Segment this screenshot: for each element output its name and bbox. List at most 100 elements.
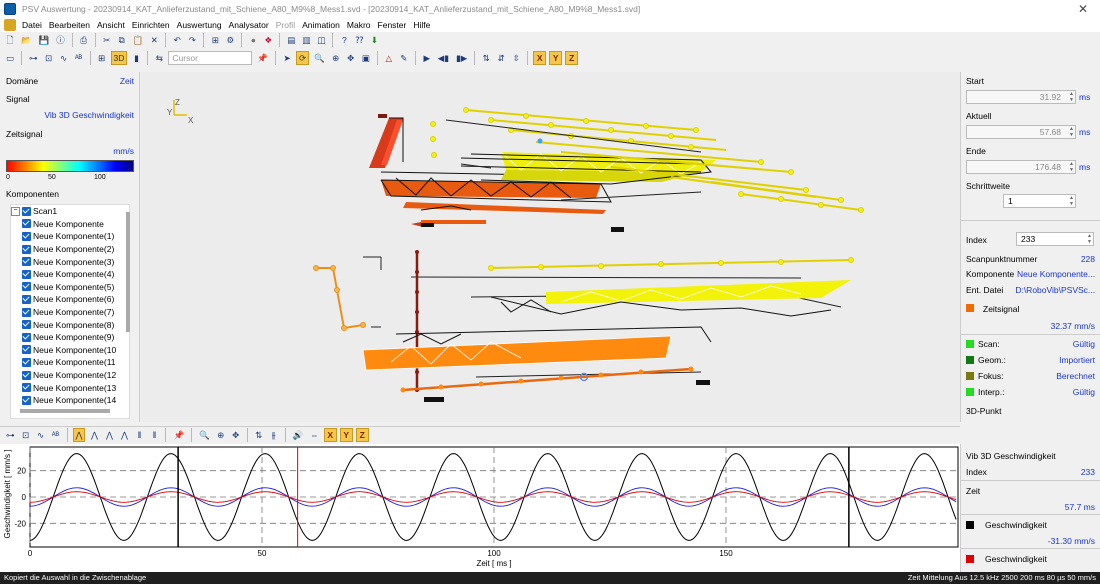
checkbox[interactable] xyxy=(22,332,31,342)
tree-hscrollbar[interactable] xyxy=(20,409,110,413)
view-3d[interactable]: Z Y X xyxy=(141,72,960,422)
tree-item-component[interactable]: Neue Komponente(8) xyxy=(11,318,129,331)
new-icon[interactable]: 🗋 xyxy=(6,35,14,45)
checkbox[interactable] xyxy=(22,345,31,355)
checkbox[interactable] xyxy=(22,219,31,229)
ende-spinbox[interactable]: 176.48 xyxy=(966,160,1076,174)
tree-item-component[interactable]: Neue Komponente(6) xyxy=(11,293,129,306)
rotate-icon[interactable]: ⟳ xyxy=(296,51,310,65)
tree-item-component[interactable]: Neue Komponente(5) xyxy=(11,281,129,294)
menu-datei[interactable]: Datei xyxy=(22,20,42,30)
cut-icon[interactable]: ✂ xyxy=(103,35,111,45)
aktuell-spinbox[interactable]: 57.68 xyxy=(966,125,1076,139)
wave-icon[interactable]: ∿ xyxy=(36,430,45,440)
zoom-area-icon[interactable]: ⊕ xyxy=(217,430,225,440)
help-icon[interactable]: ? xyxy=(342,35,347,45)
menu-einrichten[interactable]: Einrichten xyxy=(131,20,170,30)
selected-point-marker[interactable] xyxy=(537,138,543,144)
view-3d-button[interactable]: 3D xyxy=(110,51,128,65)
chart-axis-z-button[interactable]: Z xyxy=(355,428,369,442)
tree-item-component[interactable]: Neue Komponente(12 xyxy=(11,369,129,382)
step-forward-icon[interactable]: ▮▶ xyxy=(455,53,468,63)
checkbox[interactable] xyxy=(22,244,31,254)
components-tree[interactable]: − Scan1 Neue Komponente Neue Komponente(1… xyxy=(10,204,130,419)
checkbox[interactable] xyxy=(22,320,31,330)
copy-icon[interactable]: ⧉ xyxy=(118,35,125,45)
tree-item-component[interactable]: Neue Komponente(4) xyxy=(11,268,129,281)
tree-item-component[interactable]: Neue Komponente(14 xyxy=(11,394,129,407)
pin-icon[interactable]: 📌 xyxy=(257,53,268,63)
sort-icon[interactable]: ⇅ xyxy=(482,53,490,63)
menu-profil[interactable]: Profil xyxy=(275,20,296,30)
open-icon[interactable]: 📂 xyxy=(21,35,32,45)
menu-analysator[interactable]: Analysator xyxy=(228,20,269,30)
time-chart[interactable]: 20 0 -20 0 50 100 150 Geschwindigkeit [ mm/s ] Z… xyxy=(0,444,960,572)
tree-icon[interactable]: ⊞ xyxy=(211,35,219,45)
tree-item-component[interactable]: Neue Komponente(9) xyxy=(11,331,129,344)
fit-icon[interactable]: ⇔ xyxy=(310,430,319,440)
split-icon[interactable]: ⫵ xyxy=(271,430,276,440)
record-icon[interactable]: ● xyxy=(250,35,256,45)
menu-ansicht[interactable]: Ansicht xyxy=(96,20,125,30)
index-spinbox[interactable]: 233 xyxy=(1016,232,1094,246)
tree-item-component[interactable]: Neue Komponente(7) xyxy=(11,306,129,319)
axis-z-button[interactable]: Z xyxy=(565,51,579,65)
settings-icon[interactable]: ⚙ xyxy=(226,35,235,45)
cursor-mode-icon[interactable]: ⋀ xyxy=(72,428,86,442)
menu-auswertung[interactable]: Auswertung xyxy=(176,20,222,30)
start-spinbox[interactable]: 31.92 xyxy=(966,90,1076,104)
checkbox[interactable] xyxy=(22,231,31,241)
pointer-icon[interactable]: ➤ xyxy=(283,53,291,63)
axis-y-button[interactable]: Y xyxy=(549,51,563,65)
color-palette-icon[interactable]: ❖ xyxy=(264,35,273,45)
time-chart-svg[interactable]: 20 0 -20 0 50 100 150 Geschwindigkeit [ mm/s ] Z… xyxy=(0,444,960,572)
zoom-icon[interactable]: 🔍 xyxy=(199,430,210,440)
tree-item-component[interactable]: Neue Komponente xyxy=(11,218,129,231)
menu-makro[interactable]: Makro xyxy=(346,20,371,30)
window-tile-icon[interactable]: ◫ xyxy=(317,35,326,45)
context-help-icon[interactable]: ⁇ xyxy=(355,35,364,45)
window-layout-icon[interactable]: ▤ xyxy=(287,35,296,45)
datei-value[interactable]: D:\RoboVib\PSVSc... xyxy=(1015,285,1095,295)
step-back-icon[interactable]: ◀▮ xyxy=(437,53,449,63)
tree-item-component[interactable]: Neue Komponente(1) xyxy=(11,230,129,243)
align-icon[interactable]: ⇆ xyxy=(155,53,163,63)
komponente-value[interactable]: Neue Komponente... xyxy=(1017,269,1095,279)
edit-icon[interactable]: ✎ xyxy=(400,53,408,63)
signal-select-icon[interactable]: ⊶ xyxy=(29,53,38,63)
download-icon[interactable]: ⬇ xyxy=(370,35,378,45)
ab-icon[interactable]: ᴬᴮ xyxy=(51,430,60,440)
delete-icon[interactable]: ✕ xyxy=(150,35,158,45)
tree-item-component[interactable]: Neue Komponente(3) xyxy=(11,255,129,268)
bookmark-icon[interactable]: ▮ xyxy=(134,53,139,63)
collapse-icon[interactable]: − xyxy=(11,206,20,216)
cursor-mode-2-icon[interactable]: ⋀ xyxy=(90,430,98,440)
menu-fenster[interactable]: Fenster xyxy=(377,20,407,30)
cursor-mode-3-icon[interactable]: ⋀ xyxy=(105,430,113,440)
checkbox[interactable] xyxy=(22,357,31,367)
sort-icon[interactable]: ⇅ xyxy=(255,430,263,440)
checkbox[interactable] xyxy=(22,257,31,267)
tree-item-component[interactable]: Neue Komponente(10 xyxy=(11,344,129,357)
checkbox[interactable] xyxy=(22,294,31,304)
chart-axis-y-button[interactable]: Y xyxy=(339,428,353,442)
window-close-icon[interactable]: ✕ xyxy=(1077,2,1088,16)
tree-root[interactable]: − Scan1 xyxy=(11,205,129,218)
speaker-icon[interactable]: 🔊 xyxy=(292,430,304,440)
play-icon[interactable]: ▶ xyxy=(423,53,431,63)
info-icon[interactable]: ⓘ xyxy=(56,35,65,45)
chart-axis-x-button[interactable]: X xyxy=(323,428,337,442)
menu-animation[interactable]: Animation xyxy=(302,20,340,30)
domain-value[interactable]: Zeit xyxy=(119,76,134,86)
save-icon[interactable]: 💾 xyxy=(38,35,50,45)
frame-icon[interactable]: ▭ xyxy=(6,53,15,63)
undo-icon[interactable]: ↶ xyxy=(173,35,181,45)
grid-icon[interactable]: ⊞ xyxy=(97,53,106,63)
sort-desc-icon[interactable]: ⇳ xyxy=(512,53,520,63)
document-menu-icon[interactable] xyxy=(4,19,16,31)
sort-asc-icon[interactable]: ⇵ xyxy=(497,53,505,63)
cursor-input[interactable]: Cursor xyxy=(168,51,253,65)
tree-item-component[interactable]: Neue Komponente(13 xyxy=(11,381,129,394)
checkbox[interactable] xyxy=(22,206,31,216)
zoom-area-icon[interactable]: ⊕ xyxy=(332,53,340,63)
